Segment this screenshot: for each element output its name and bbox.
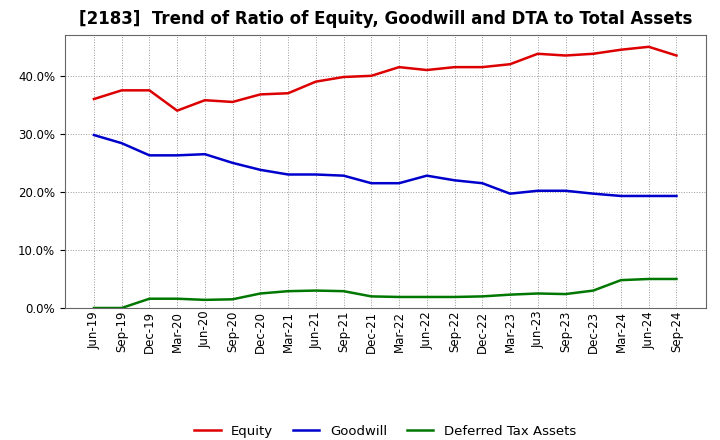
Equity	[534, 51, 542, 56]
Goodwill	[616, 193, 625, 198]
Equity	[201, 98, 210, 103]
Goodwill	[312, 172, 320, 177]
Equity	[89, 96, 98, 102]
Line: Deferred Tax Assets: Deferred Tax Assets	[94, 279, 677, 308]
Equity	[478, 65, 487, 70]
Deferred Tax Assets	[534, 291, 542, 296]
Deferred Tax Assets	[561, 291, 570, 297]
Deferred Tax Assets	[173, 296, 181, 301]
Line: Equity: Equity	[94, 47, 677, 110]
Deferred Tax Assets	[423, 294, 431, 300]
Equity	[173, 108, 181, 113]
Goodwill	[672, 193, 681, 198]
Equity	[339, 74, 348, 80]
Equity	[589, 51, 598, 56]
Deferred Tax Assets	[450, 294, 459, 300]
Goodwill	[505, 191, 514, 196]
Equity	[145, 88, 154, 93]
Title: [2183]  Trend of Ratio of Equity, Goodwill and DTA to Total Assets: [2183] Trend of Ratio of Equity, Goodwil…	[78, 10, 692, 28]
Equity	[505, 62, 514, 67]
Goodwill	[201, 151, 210, 157]
Equity	[256, 92, 265, 97]
Goodwill	[89, 132, 98, 138]
Deferred Tax Assets	[589, 288, 598, 293]
Deferred Tax Assets	[644, 276, 653, 282]
Equity	[423, 67, 431, 73]
Goodwill	[534, 188, 542, 194]
Equity	[561, 53, 570, 58]
Goodwill	[478, 180, 487, 186]
Equity	[312, 79, 320, 84]
Deferred Tax Assets	[616, 278, 625, 283]
Equity	[395, 65, 403, 70]
Goodwill	[339, 173, 348, 178]
Equity	[672, 53, 681, 58]
Goodwill	[173, 153, 181, 158]
Goodwill	[561, 188, 570, 194]
Deferred Tax Assets	[395, 294, 403, 300]
Goodwill	[256, 167, 265, 172]
Deferred Tax Assets	[89, 305, 98, 311]
Goodwill	[367, 180, 376, 186]
Deferred Tax Assets	[284, 289, 292, 294]
Legend: Equity, Goodwill, Deferred Tax Assets: Equity, Goodwill, Deferred Tax Assets	[188, 418, 582, 440]
Line: Goodwill: Goodwill	[94, 135, 677, 196]
Goodwill	[395, 180, 403, 186]
Goodwill	[145, 153, 154, 158]
Goodwill	[644, 193, 653, 198]
Deferred Tax Assets	[228, 297, 237, 302]
Deferred Tax Assets	[201, 297, 210, 303]
Goodwill	[423, 173, 431, 178]
Equity	[228, 99, 237, 105]
Deferred Tax Assets	[672, 276, 681, 282]
Equity	[616, 47, 625, 52]
Equity	[644, 44, 653, 49]
Deferred Tax Assets	[117, 305, 126, 311]
Deferred Tax Assets	[256, 291, 265, 296]
Goodwill	[589, 191, 598, 196]
Deferred Tax Assets	[339, 289, 348, 294]
Equity	[450, 65, 459, 70]
Equity	[117, 88, 126, 93]
Goodwill	[284, 172, 292, 177]
Goodwill	[450, 178, 459, 183]
Equity	[284, 91, 292, 96]
Deferred Tax Assets	[312, 288, 320, 293]
Goodwill	[117, 140, 126, 146]
Equity	[367, 73, 376, 78]
Deferred Tax Assets	[367, 294, 376, 299]
Deferred Tax Assets	[145, 296, 154, 301]
Deferred Tax Assets	[478, 294, 487, 299]
Deferred Tax Assets	[505, 292, 514, 297]
Goodwill	[228, 160, 237, 165]
